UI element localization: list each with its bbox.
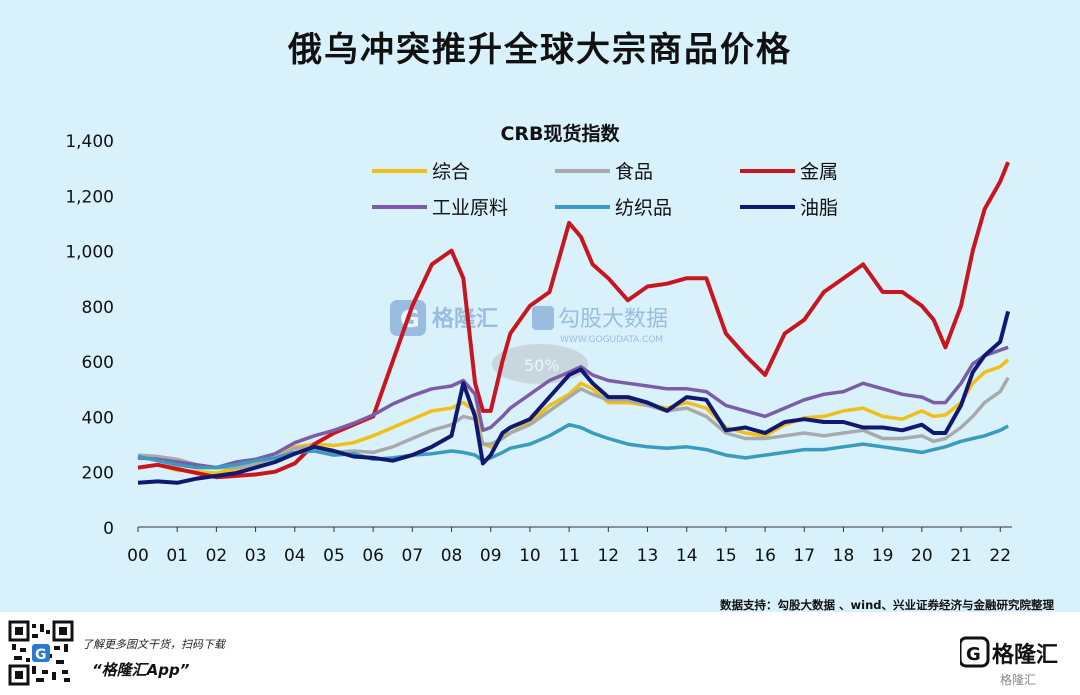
promo-app-name: “格隆汇App” [92, 661, 190, 679]
brand-name: 格隆汇 [992, 642, 1058, 668]
series-line-5 [137, 310, 1011, 485]
watermark-text: 勾股大数据 [558, 307, 668, 332]
source-note: 数据支持：勾股大数据 、wind、兴业证券经济与金融研究院整理 [720, 598, 1054, 612]
qr-code-icon: G [8, 620, 74, 686]
brand-logo-icon [960, 636, 990, 668]
footer [0, 612, 1080, 695]
x-tick-label: 07 [402, 546, 424, 566]
page-title: 俄乌冲突推升全球大宗商品价格 [288, 30, 792, 70]
brand-logo: G 格隆汇 格隆汇 [960, 636, 1058, 687]
series-line-1 [137, 376, 1010, 470]
x-tick-label: 08 [441, 546, 463, 566]
y-axis: 0 200 400 600 800 1,000 1,200 1,400 [65, 132, 114, 539]
x-tick-label: 13 [637, 546, 659, 566]
legend-label: 金属 [800, 161, 838, 183]
x-tick-label: 06 [362, 546, 384, 566]
series-line-3 [137, 345, 1009, 470]
x-tick-label: 17 [793, 546, 815, 566]
series-lines [137, 161, 1011, 485]
x-tick-label: 02 [206, 546, 228, 566]
x-tick-label: 05 [323, 546, 345, 566]
legend-label: 纺织品 [615, 197, 672, 219]
y-tick-label: 1,400 [65, 132, 114, 152]
x-tick-label: 10 [519, 546, 541, 566]
promo-text: 了解更多图文干货，扫码下载 [82, 638, 225, 651]
x-tick-label: 12 [597, 546, 619, 566]
x-tick-label: 16 [754, 546, 776, 566]
y-tick-label: 800 [82, 298, 114, 318]
legend-label: 工业原料 [432, 197, 508, 219]
y-tick-label: 1,000 [65, 243, 114, 263]
x-tick-label: 19 [872, 546, 894, 566]
x-tick-label: 00 [127, 546, 149, 566]
y-tick-label: 0 [103, 519, 114, 539]
x-tick-label: 20 [911, 546, 933, 566]
x-axis: 00 01 02 03 04 05 06 07 08 09 10 11 12 13 14 15 16 17 18 19… [127, 527, 1011, 566]
series-line-2 [137, 161, 1010, 480]
y-tick-label: 1,200 [65, 187, 114, 207]
y-tick-label: 200 [82, 464, 114, 484]
x-tick-label: 01 [166, 546, 188, 566]
x-tick-label: 14 [676, 546, 698, 566]
x-tick-label: 15 [715, 546, 737, 566]
legend-label: 综合 [432, 161, 470, 183]
y-tick-label: 400 [82, 408, 114, 428]
watermark: G 格隆汇 勾股大数据 WWW.GOGUDATA.COM 50% [390, 300, 668, 384]
svg-text:G: G [966, 644, 981, 665]
x-tick-label: 03 [245, 546, 267, 566]
x-tick-label: 04 [284, 546, 306, 566]
x-tick-label: 11 [558, 546, 580, 566]
watermark-badge-text: 50% [524, 356, 560, 375]
watermark-url: WWW.GOGUDATA.COM [560, 335, 663, 345]
x-tick-label: 21 [950, 546, 972, 566]
legend-label: 油脂 [800, 197, 838, 219]
chart-title: CRB现货指数 [500, 122, 620, 145]
x-tick-label: 22 [989, 546, 1011, 566]
x-tick-label: 09 [480, 546, 502, 566]
x-tick-label: 18 [833, 546, 855, 566]
series-line-0 [137, 358, 1010, 475]
brand-subtitle: 格隆汇 [1000, 672, 1036, 687]
y-tick-label: 600 [82, 353, 114, 373]
svg-text:G: G [35, 647, 47, 663]
legend-label: 食品 [615, 161, 653, 183]
